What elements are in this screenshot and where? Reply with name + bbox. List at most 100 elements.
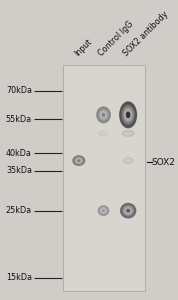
Ellipse shape — [121, 204, 136, 218]
Ellipse shape — [73, 155, 85, 166]
Ellipse shape — [120, 102, 137, 128]
Ellipse shape — [122, 130, 134, 137]
Ellipse shape — [96, 107, 111, 123]
Ellipse shape — [125, 159, 131, 162]
Text: 40kDa: 40kDa — [6, 149, 32, 158]
Ellipse shape — [102, 209, 105, 212]
Ellipse shape — [99, 131, 108, 136]
Ellipse shape — [75, 157, 83, 164]
Ellipse shape — [101, 208, 106, 213]
Ellipse shape — [120, 203, 136, 218]
Ellipse shape — [126, 159, 130, 162]
Ellipse shape — [125, 208, 131, 214]
Ellipse shape — [126, 208, 131, 213]
Ellipse shape — [77, 159, 81, 163]
Ellipse shape — [125, 159, 131, 163]
Ellipse shape — [100, 208, 107, 214]
Ellipse shape — [98, 205, 109, 216]
Ellipse shape — [126, 112, 130, 118]
Ellipse shape — [100, 131, 108, 136]
Ellipse shape — [125, 132, 131, 135]
Ellipse shape — [98, 130, 109, 136]
Ellipse shape — [120, 103, 136, 127]
Ellipse shape — [99, 110, 108, 120]
Ellipse shape — [125, 110, 131, 120]
Ellipse shape — [74, 156, 84, 165]
Ellipse shape — [102, 209, 105, 212]
Ellipse shape — [101, 112, 106, 117]
Ellipse shape — [126, 159, 130, 162]
Ellipse shape — [119, 101, 137, 128]
Ellipse shape — [75, 158, 82, 164]
Ellipse shape — [124, 206, 133, 215]
Ellipse shape — [100, 111, 107, 119]
Ellipse shape — [101, 132, 106, 135]
Ellipse shape — [123, 157, 134, 164]
Ellipse shape — [76, 158, 82, 163]
Ellipse shape — [124, 131, 133, 136]
Text: SOX2: SOX2 — [151, 158, 175, 166]
Text: 70kDa: 70kDa — [6, 86, 32, 95]
Ellipse shape — [74, 157, 83, 164]
Ellipse shape — [122, 130, 135, 137]
Ellipse shape — [124, 207, 132, 214]
Ellipse shape — [99, 207, 108, 215]
Ellipse shape — [123, 157, 133, 164]
Ellipse shape — [102, 209, 105, 212]
Ellipse shape — [124, 158, 132, 163]
Ellipse shape — [73, 156, 85, 166]
Ellipse shape — [101, 208, 106, 213]
Ellipse shape — [123, 130, 134, 136]
Ellipse shape — [101, 208, 106, 213]
Ellipse shape — [122, 105, 135, 124]
Ellipse shape — [75, 157, 83, 164]
Ellipse shape — [127, 160, 129, 161]
Ellipse shape — [101, 132, 106, 135]
Ellipse shape — [122, 205, 134, 216]
Ellipse shape — [99, 110, 108, 120]
Ellipse shape — [124, 207, 132, 214]
Ellipse shape — [127, 133, 130, 134]
Ellipse shape — [125, 208, 131, 213]
Ellipse shape — [126, 209, 130, 213]
Ellipse shape — [77, 159, 80, 162]
Ellipse shape — [120, 203, 136, 218]
Ellipse shape — [98, 206, 109, 215]
Text: Control IgG: Control IgG — [97, 19, 136, 58]
Ellipse shape — [97, 108, 110, 122]
Ellipse shape — [102, 133, 105, 134]
Text: SOX2 antibody: SOX2 antibody — [122, 9, 170, 58]
Ellipse shape — [121, 105, 135, 125]
Ellipse shape — [125, 131, 132, 135]
Ellipse shape — [100, 207, 107, 214]
Text: 55kDa: 55kDa — [6, 115, 32, 124]
Ellipse shape — [98, 206, 109, 216]
Ellipse shape — [126, 132, 130, 135]
Ellipse shape — [99, 131, 108, 136]
Ellipse shape — [122, 204, 135, 217]
Ellipse shape — [99, 207, 108, 214]
Ellipse shape — [123, 107, 133, 122]
Ellipse shape — [77, 159, 80, 162]
Ellipse shape — [123, 206, 133, 215]
Ellipse shape — [123, 158, 133, 164]
Ellipse shape — [122, 130, 134, 137]
Ellipse shape — [100, 132, 107, 135]
Ellipse shape — [74, 157, 84, 165]
Ellipse shape — [101, 132, 106, 135]
Ellipse shape — [98, 131, 109, 136]
Ellipse shape — [102, 113, 105, 117]
Ellipse shape — [100, 132, 107, 135]
Ellipse shape — [98, 206, 109, 215]
Ellipse shape — [125, 158, 131, 163]
Text: 35kDa: 35kDa — [6, 166, 32, 175]
Ellipse shape — [124, 108, 133, 122]
Ellipse shape — [122, 106, 134, 124]
Ellipse shape — [125, 132, 131, 135]
Ellipse shape — [123, 107, 134, 123]
Ellipse shape — [123, 206, 134, 216]
Ellipse shape — [101, 112, 106, 118]
Ellipse shape — [124, 158, 132, 164]
Ellipse shape — [126, 209, 130, 213]
Ellipse shape — [100, 207, 107, 214]
